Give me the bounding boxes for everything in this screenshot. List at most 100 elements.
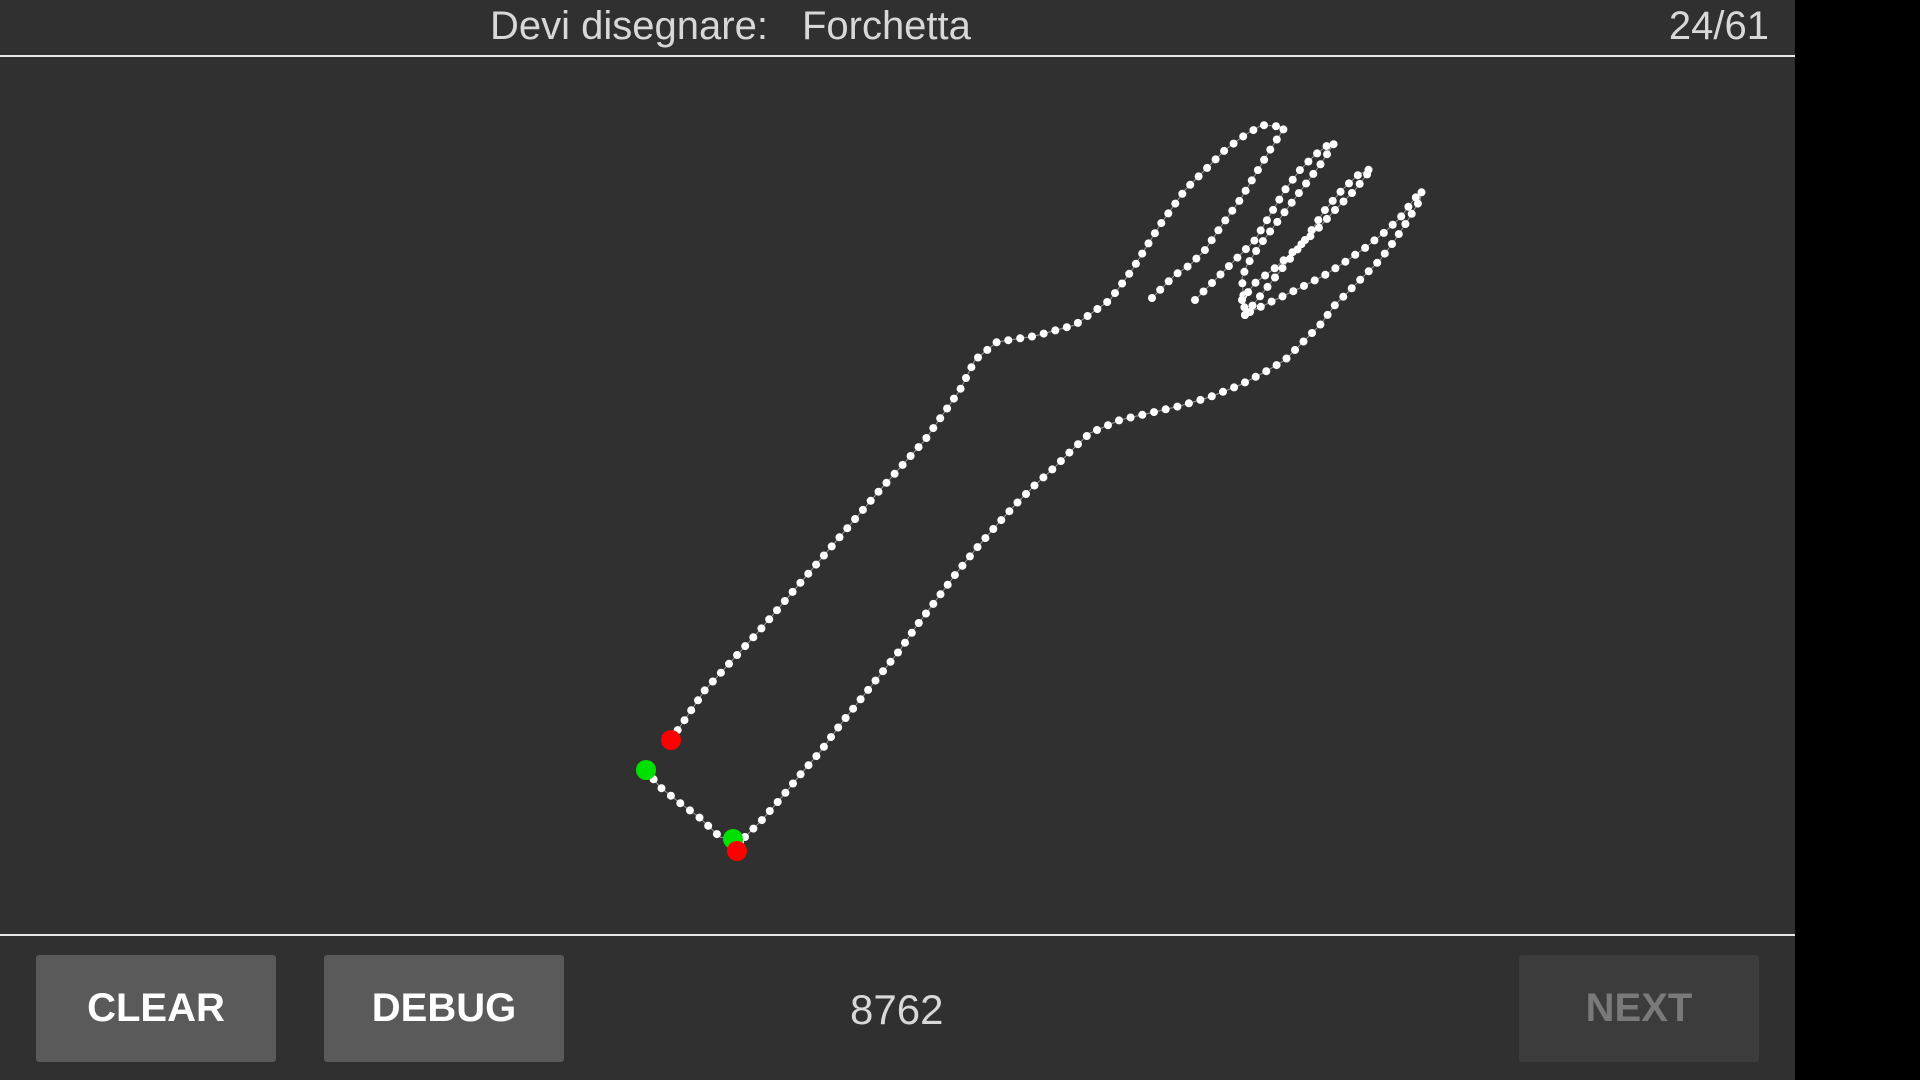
stroke-point [1394,230,1403,239]
stroke-point [1323,150,1331,159]
stroke-point [1248,301,1257,310]
stroke-point [1351,250,1360,259]
stroke-point [1250,236,1259,245]
clear-button[interactable]: CLEAR [36,955,276,1062]
stroke-point [812,560,821,569]
stroke-point [1291,346,1299,354]
stroke-point [780,597,789,605]
stroke-point [1138,410,1147,419]
stroke-point [1178,189,1187,198]
stroke-point [1280,208,1289,217]
stroke-point [879,667,887,676]
stroke-point [781,788,790,797]
stroke-point [1115,416,1123,425]
stroke-path [739,189,1423,843]
stroke-point [749,633,758,642]
stroke-point [1103,298,1112,306]
stroke-point [1125,269,1134,278]
stroke-point [1286,254,1294,263]
stroke-point [1244,288,1253,297]
stroke-point [1288,175,1297,184]
stroke-point [804,569,813,578]
stroke-point [1256,302,1265,311]
stroke-point [1203,163,1212,172]
stroke-point [1278,264,1287,273]
stroke-point [1200,246,1209,255]
stroke-point [1272,122,1280,131]
stroke-point [1266,227,1275,236]
stroke-point [1263,282,1272,291]
stroke-point [1161,405,1170,414]
stroke-point [827,733,835,742]
stroke-point [1348,189,1356,197]
debug-button[interactable]: DEBUG [324,955,564,1062]
stroke-point [685,806,694,815]
stroke-point [864,685,873,694]
stroke-point [1224,262,1233,271]
stroke-point [1247,176,1256,185]
stroke-point [1323,310,1332,319]
stroke-point [1051,326,1060,335]
stroke-point [1148,294,1156,302]
stroke-point [1320,206,1329,215]
stroke-point [973,543,982,552]
stroke-point [894,648,902,657]
next-button[interactable]: NEXT [1519,955,1759,1062]
stroke-point [1353,171,1362,180]
stroke-point [1241,186,1250,195]
stroke-point [886,657,895,666]
stroke-point [1314,216,1323,225]
stroke-point [1397,212,1406,221]
sketch-drawing [636,121,1426,861]
stroke-point [1287,198,1296,207]
stroke-point [835,533,844,542]
stroke-point [1356,275,1365,284]
stroke-point [1138,249,1147,258]
stroke-point [1173,402,1182,411]
stroke-point [1328,196,1337,205]
stroke-point [1073,318,1082,327]
stroke-point [1083,312,1092,320]
stroke-point [1262,216,1271,225]
stroke-point [1404,202,1413,211]
stroke-point [1238,279,1247,288]
stroke-point [695,813,704,822]
stroke-point [1214,226,1223,235]
stroke-point [1228,206,1237,215]
stroke-point [687,706,696,715]
stroke-point [1260,121,1268,130]
stroke-point [1016,334,1025,343]
drawing-prompt: Devi disegnare: Forchetta [490,4,971,49]
stroke-point [1126,413,1135,422]
footer-bar: CLEAR DEBUG 8762 NEXT [0,934,1795,1080]
stroke-point [704,821,713,830]
stroke-point [974,353,982,362]
stroke-point [983,345,992,354]
stroke-point [716,668,725,677]
stroke-point [1239,132,1248,141]
stroke-point [866,496,875,505]
stroke-point [1339,197,1348,206]
stroke-point [796,770,805,779]
stroke-point [958,561,967,570]
stroke-point [1256,292,1264,301]
stroke-point [929,424,938,433]
stroke-point [1345,179,1353,188]
stroke-point [1013,498,1022,507]
stroke-point [1251,278,1260,287]
stroke-point [749,824,758,833]
stroke-point [1302,179,1311,188]
stroke-point [981,534,990,543]
stroke-point [1022,490,1030,498]
stroke-point [1270,264,1279,273]
stroke-point [1321,270,1330,279]
drawing-canvas[interactable] [0,59,1795,935]
start-marker [636,760,656,780]
stroke-point [1370,236,1379,245]
stroke-point [1379,228,1388,237]
stroke-point [1266,145,1275,154]
stroke-point [936,414,945,423]
stroke-point [1240,303,1249,312]
stroke-point [1241,378,1249,387]
stroke-point [1273,217,1282,226]
